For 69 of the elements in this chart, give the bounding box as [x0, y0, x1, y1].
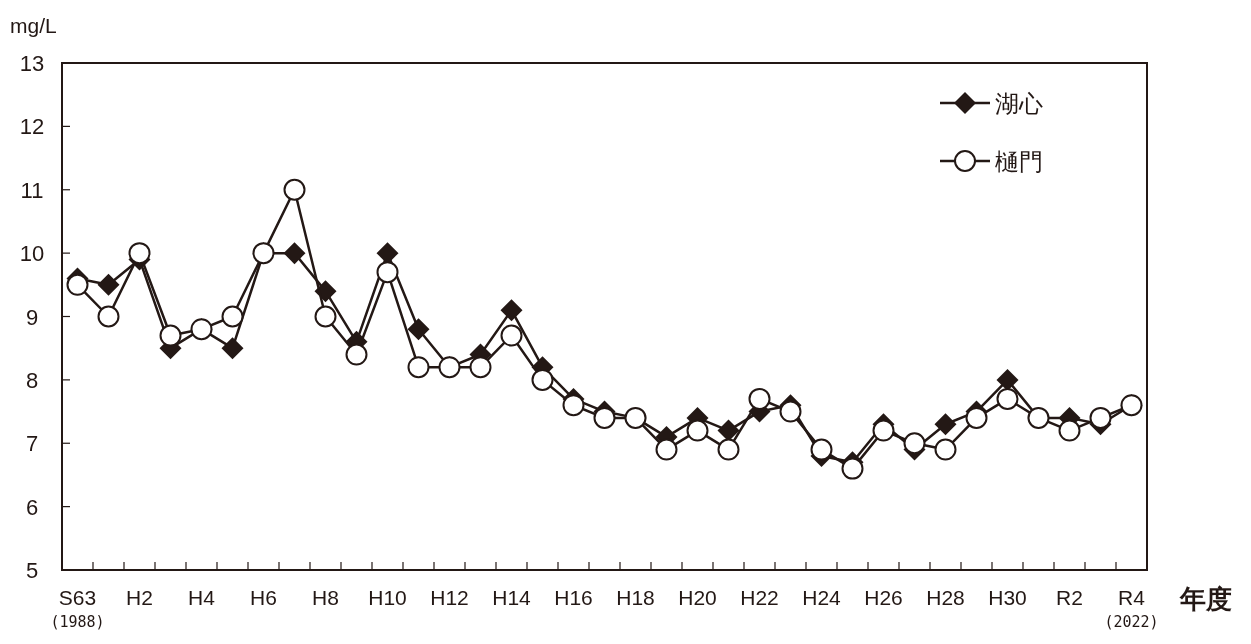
x-tick-label: H24: [802, 586, 842, 609]
y-tick-label: 8: [25, 367, 39, 393]
point: [221, 305, 244, 328]
x-tick-label: H20: [678, 586, 717, 609]
y-tick-label: 9: [25, 304, 39, 330]
point: [810, 438, 833, 461]
point: [500, 299, 523, 322]
point: [376, 261, 399, 284]
point: [97, 305, 120, 328]
point: [469, 356, 492, 379]
x-tick-label: H30: [988, 586, 1027, 609]
x-tick-label: H26: [864, 586, 903, 609]
point: [593, 406, 616, 429]
point: [314, 280, 337, 303]
x-tick-label: H6: [250, 586, 277, 609]
point: [345, 343, 368, 366]
point: [841, 457, 864, 480]
point: [221, 337, 244, 360]
x-tick-label: R2: [1056, 586, 1083, 609]
x-tick-label: H22: [740, 586, 779, 609]
y-tick-label: 5: [25, 558, 39, 583]
y-tick-label: 11: [20, 177, 44, 203]
point: [128, 242, 151, 265]
x-tick-label: H16: [554, 586, 593, 609]
point: [1089, 406, 1112, 429]
point: [655, 438, 678, 461]
x-tick-label: H12: [430, 586, 469, 609]
point: [996, 368, 1019, 391]
x-tick-label: H28: [926, 586, 965, 609]
point: [531, 368, 554, 391]
point: [686, 419, 709, 442]
point: [872, 419, 895, 442]
y-tick-label: 6: [25, 494, 39, 520]
y-tick-label: 13: [19, 51, 45, 76]
x-tick-label: H8: [312, 586, 339, 609]
point: [407, 318, 430, 341]
point: [283, 242, 306, 265]
y-tick-label: 10: [19, 241, 45, 267]
x-tick-label: H18: [616, 586, 655, 609]
point: [748, 387, 771, 410]
point: [934, 413, 957, 436]
x-tick-label: S63 (1988): [50, 586, 105, 631]
point: [996, 387, 1019, 410]
point: [717, 438, 740, 461]
point: [97, 273, 120, 296]
point: [283, 178, 306, 201]
point: [965, 406, 988, 429]
x-tick-label: H2: [126, 586, 153, 609]
point: [314, 305, 337, 328]
y-axis-title: mg/L: [10, 14, 57, 37]
point: [903, 432, 926, 455]
x-tick-label: H4: [188, 586, 216, 609]
x-tick-label: H10: [368, 586, 407, 609]
point: [562, 394, 585, 417]
point: [500, 324, 523, 347]
point: [934, 438, 957, 461]
point: [1058, 419, 1081, 442]
y-tick-label: 7: [25, 431, 39, 457]
x-tick-label: R4 (2022): [1104, 586, 1159, 631]
point: [779, 400, 802, 423]
x-axis-title: 年度: [1179, 584, 1232, 614]
point: [159, 324, 182, 347]
legend-label: 樋門: [995, 148, 1043, 175]
point: [407, 356, 430, 379]
x-tick-label: H14: [492, 586, 532, 609]
y-tick-label: 12: [19, 114, 45, 140]
point: [717, 419, 740, 442]
point: [66, 273, 89, 296]
legend-label: 湖心: [995, 90, 1043, 117]
